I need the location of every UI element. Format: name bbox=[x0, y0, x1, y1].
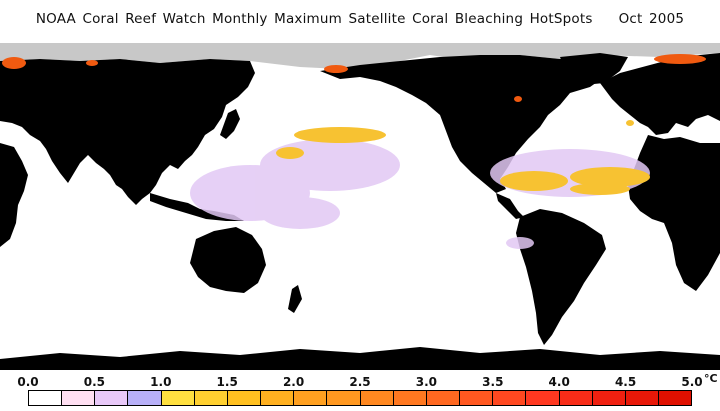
map-title: NOAA Coral Reef Watch Monthly Maximum Sa… bbox=[0, 11, 720, 27]
colorbar-swatch bbox=[460, 391, 494, 405]
australia bbox=[190, 227, 266, 293]
colorbar-tick-label: 2.0 bbox=[282, 375, 305, 389]
colorbar-swatch bbox=[29, 391, 63, 405]
colorbar-swatch bbox=[592, 391, 626, 405]
colorbar-swatch bbox=[360, 391, 394, 405]
colorbar-tick-label: 3.5 bbox=[482, 375, 504, 389]
colorbar-unit: °C bbox=[704, 372, 718, 385]
japan bbox=[220, 109, 240, 139]
colorbar-tick-label: 3.0 bbox=[415, 375, 438, 389]
colorbar-swatch bbox=[95, 391, 129, 405]
colorbar-swatch bbox=[128, 391, 162, 405]
map-date: Oct 2005 bbox=[618, 11, 685, 27]
colorbar-swatch bbox=[526, 391, 560, 405]
colorbar-tick-label: 0.5 bbox=[83, 375, 106, 389]
colorbar-labels: 0.0 0.5 1.0 1.5 2.0 2.5 3.0 3.5 4.0 4.5 5.0 °C bbox=[0, 372, 720, 391]
colorbar-tick-label: 4.5 bbox=[614, 375, 637, 389]
north-america bbox=[320, 55, 620, 193]
colorbar-swatch bbox=[261, 391, 295, 405]
colorbar bbox=[28, 390, 692, 406]
south-america bbox=[516, 209, 606, 345]
colorbar-swatch bbox=[327, 391, 361, 405]
colorbar-swatch bbox=[62, 391, 96, 405]
arctic-ice bbox=[0, 43, 720, 69]
greenland bbox=[560, 53, 628, 85]
central-america bbox=[496, 193, 524, 219]
colorbar-tick-label: 0.0 bbox=[17, 375, 39, 389]
hotspots-mid bbox=[276, 120, 650, 195]
colorbar-swatch bbox=[559, 391, 593, 405]
colorbar-swatch bbox=[294, 391, 328, 405]
colorbar-swatch bbox=[227, 391, 262, 405]
new-zealand bbox=[288, 285, 302, 313]
colorbar-tick-label: 4.0 bbox=[548, 375, 570, 389]
eurasia-left bbox=[0, 59, 255, 205]
colorbar-swatch bbox=[426, 391, 461, 405]
antarctica bbox=[0, 347, 720, 370]
colorbar-tick-label: 2.5 bbox=[349, 375, 371, 389]
colorbar-swatch bbox=[194, 391, 228, 405]
map-title-text: NOAA Coral Reef Watch Monthly Maximum Sa… bbox=[35, 11, 593, 27]
africa bbox=[0, 143, 28, 247]
hotspots-high bbox=[2, 54, 706, 102]
africa-right bbox=[628, 135, 720, 291]
colorbar-swatch bbox=[625, 391, 659, 405]
colorbar-tick-label: 1.0 bbox=[150, 375, 172, 389]
colorbar-swatch bbox=[393, 391, 427, 405]
colorbar-tick-label: 5.0 bbox=[681, 375, 703, 389]
colorbar-swatch bbox=[493, 391, 527, 405]
colorbar-tick-label: 1.5 bbox=[216, 375, 238, 389]
eurasia-right bbox=[600, 53, 720, 135]
colorbar-swatch bbox=[161, 391, 195, 405]
world-map bbox=[0, 43, 720, 370]
colorbar-swatch bbox=[658, 391, 692, 405]
